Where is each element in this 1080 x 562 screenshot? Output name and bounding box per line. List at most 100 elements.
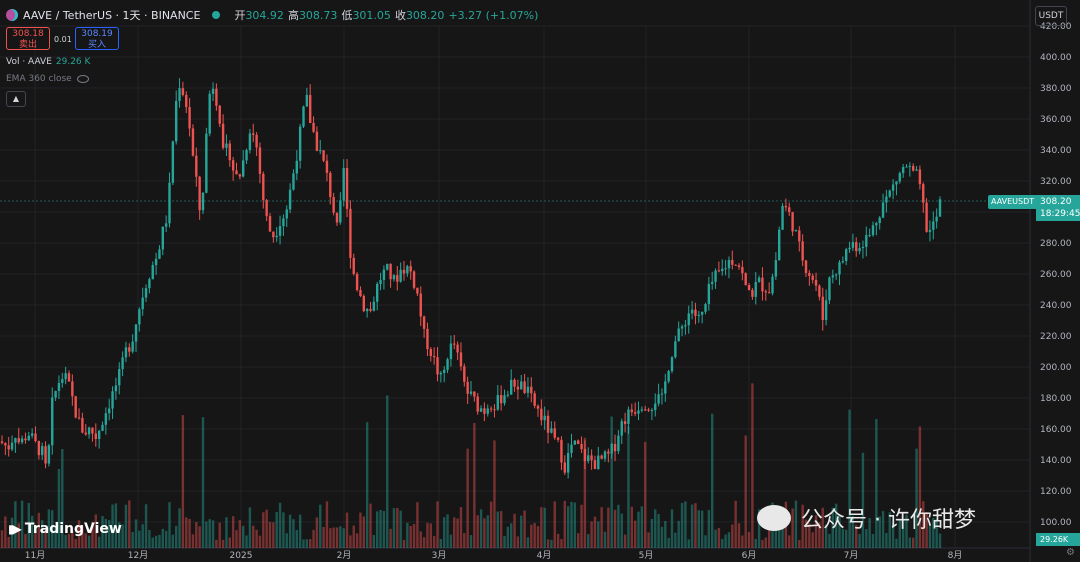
volume-bar	[543, 507, 546, 548]
candle-body	[774, 260, 778, 277]
y-tick-label: 420.00	[1040, 22, 1072, 32]
volume-bar	[61, 449, 64, 548]
market-status-icon	[212, 11, 221, 19]
gear-icon[interactable]: ⚙	[1066, 547, 1075, 558]
candle-body	[138, 309, 141, 325]
wechat-icon	[757, 505, 791, 531]
volume-bar	[446, 514, 449, 548]
buy-button[interactable]: 308.19 买入	[75, 27, 119, 50]
volume-bar	[248, 507, 252, 548]
candle-body	[513, 379, 516, 387]
volume-bar	[761, 539, 764, 548]
candle-body	[888, 190, 891, 197]
volume-bar	[463, 533, 466, 548]
volume-bar	[530, 524, 533, 548]
ema-legend[interactable]: EMA 360 close	[6, 74, 89, 84]
watermark-text: 公众号 · 许你甜梦	[801, 508, 976, 533]
volume-bar	[774, 526, 778, 548]
volume-bar	[577, 533, 580, 548]
candle-body	[312, 122, 315, 132]
volume-bar	[647, 532, 650, 548]
candle-body	[456, 344, 459, 353]
candle-body	[84, 432, 87, 435]
candle-body	[416, 287, 419, 294]
tradingview-logo[interactable]: ▮▶ TradingView	[8, 521, 122, 537]
candle-body	[339, 200, 342, 223]
candle-body	[392, 275, 396, 280]
volume-bar	[302, 539, 305, 548]
volume-bar	[51, 510, 54, 548]
candle-body	[824, 300, 828, 320]
volume-bar	[925, 512, 928, 548]
volume-bar	[422, 537, 426, 548]
candle-body	[493, 409, 496, 411]
volume-bar	[550, 539, 553, 548]
sell-button[interactable]: 308.18 卖出	[6, 27, 50, 50]
volume-bar	[201, 417, 205, 548]
volume-legend[interactable]: Vol · AAVE 29.26 K	[6, 57, 90, 67]
tradingview-wordmark: TradingView	[24, 521, 122, 537]
candle-body	[751, 290, 754, 297]
volume-bar	[794, 500, 798, 548]
candle-body	[134, 324, 138, 342]
candle-body	[503, 395, 506, 404]
volume-bar	[650, 518, 654, 548]
volume-bar	[499, 511, 503, 548]
y-tick-label: 380.00	[1040, 84, 1072, 94]
volume-bar	[881, 511, 885, 548]
volume-bar	[94, 514, 97, 548]
candle-body	[97, 430, 101, 440]
candle-body	[124, 347, 128, 358]
volume-bar	[365, 422, 369, 548]
candle-body	[118, 369, 121, 386]
volume-bar	[278, 502, 282, 548]
collapse-legend-button[interactable]: ▲	[6, 91, 26, 107]
candle-body	[175, 100, 178, 142]
volume-bar	[888, 512, 891, 548]
volume-bar	[161, 528, 164, 548]
candle-body	[181, 88, 185, 95]
volume-bar	[556, 533, 560, 548]
candle-body	[744, 273, 747, 285]
candle-body	[660, 393, 664, 395]
volume-bar	[754, 538, 757, 548]
volume-bar	[479, 509, 483, 548]
candle-body	[446, 359, 449, 370]
volume-bar	[503, 535, 506, 548]
volume-bar	[597, 521, 600, 548]
volume-bar	[741, 535, 744, 548]
candle-body	[71, 381, 74, 397]
candle-body	[536, 405, 540, 409]
volume-bar	[4, 516, 7, 548]
candle-body	[818, 285, 821, 297]
candle-body	[647, 409, 650, 411]
volume-bar	[67, 533, 71, 548]
volume-bar	[24, 533, 27, 548]
candle-body	[4, 443, 7, 446]
volume-bar	[476, 515, 479, 548]
volume-bar	[459, 507, 463, 548]
volume-bar	[677, 520, 680, 548]
symbol-title[interactable]: AAVE / TetherUS · 1天 · BINANCE	[23, 9, 201, 22]
last-price-symbol-tag: AAVEUSDT	[988, 195, 1038, 209]
candle-body	[905, 166, 908, 168]
candle-body	[667, 371, 670, 382]
candle-body	[432, 356, 436, 358]
currency-unit-button[interactable]: USDT	[1035, 6, 1067, 26]
x-tick-label: 4月	[537, 550, 552, 561]
candle-body	[526, 386, 530, 393]
volume-bar	[185, 517, 188, 548]
volume-bar	[175, 525, 178, 548]
volume-bar	[309, 539, 312, 548]
volume-bar	[627, 426, 630, 548]
volume-bar	[268, 521, 272, 548]
eye-hidden-icon[interactable]	[76, 75, 89, 83]
volume-bar	[372, 535, 376, 548]
volume-value-tag: 29.26K	[1036, 533, 1080, 546]
candle-body	[238, 174, 242, 177]
volume-bar	[533, 522, 536, 548]
volume-bar	[231, 516, 235, 548]
candle-body	[342, 168, 345, 201]
volume-bar	[540, 507, 543, 548]
